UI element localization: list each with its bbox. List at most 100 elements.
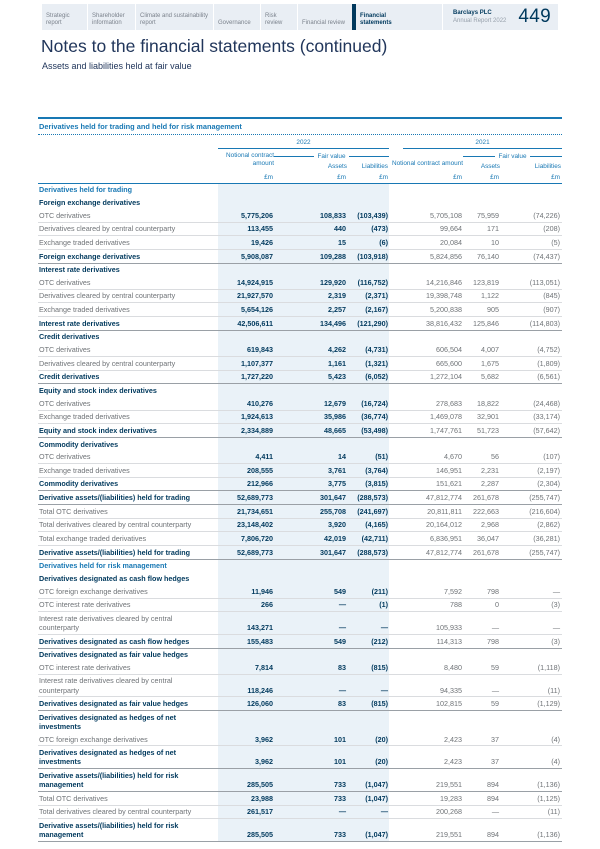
- row-label: Derivatives cleared by central counterpa…: [38, 222, 218, 237]
- nav-tab-governance[interactable]: Governance: [213, 4, 260, 30]
- value-cell: 59: [463, 661, 501, 675]
- page-title: Notes to the financial statements (conti…: [41, 36, 388, 56]
- page-number: 449: [518, 6, 551, 27]
- value-cell: (24,468): [500, 396, 563, 411]
- unit-label: £m: [274, 169, 347, 184]
- table-row-sub: Foreign exchange derivatives: [38, 196, 562, 209]
- table-title: Derivatives held for trading and held fo…: [38, 117, 562, 135]
- value-cell: (6): [347, 235, 390, 250]
- value-cell: 12,679: [274, 396, 347, 411]
- col-header-notional-2022: Notional contract amount: [226, 152, 274, 168]
- nav-tab-financial-review[interactable]: Financial review: [297, 4, 352, 30]
- value-cell: (211): [347, 584, 390, 599]
- value-cell: 15: [274, 235, 347, 250]
- value-cell: 440: [274, 222, 347, 237]
- nav-tab-shareholder-information[interactable]: Shareholder information: [87, 4, 135, 30]
- value-cell: [274, 330, 347, 344]
- value-cell: 3,920: [274, 518, 347, 533]
- value-cell: 222,663: [463, 504, 501, 519]
- value-cell: (116,752): [347, 276, 390, 290]
- value-cell: [274, 710, 347, 733]
- value-cell: (4,165): [347, 518, 390, 533]
- value-cell: —: [274, 674, 347, 698]
- value-cell: 19,283: [389, 791, 464, 806]
- value-cell: [389, 196, 463, 209]
- value-cell: (36,774): [347, 410, 390, 425]
- value-cell: —: [274, 611, 347, 635]
- value-cell: (845): [500, 289, 563, 304]
- page-subtitle: Assets and liabilities held at fair valu…: [42, 61, 192, 71]
- value-cell: (42,711): [347, 531, 390, 546]
- table-row-total: Derivatives designated as hedges of net …: [38, 745, 563, 770]
- value-cell: [347, 648, 390, 662]
- row-label: Interest rate derivatives cleared by cen…: [38, 674, 218, 698]
- row-label: Derivative assets/(liabilities) held for…: [38, 490, 218, 506]
- row-label: Total OTC derivatives: [38, 791, 218, 806]
- row-label: OTC foreign exchange derivatives: [38, 732, 218, 747]
- table-row-data: Exchange traded derivatives 1,924,613 35,9…: [38, 410, 563, 425]
- value-cell: 19,426: [218, 235, 274, 250]
- row-label: OTC derivatives: [38, 343, 218, 357]
- value-cell: 208,555: [218, 463, 274, 478]
- value-cell: (121,290): [347, 316, 390, 331]
- value-cell: [274, 263, 347, 277]
- value-cell: [500, 559, 562, 572]
- value-cell: [218, 263, 274, 277]
- nav-tab-strategic-report[interactable]: Strategic report: [42, 4, 87, 30]
- row-label: Derivatives designated as fair value hed…: [39, 650, 189, 660]
- value-cell: 0: [463, 598, 501, 613]
- value-cell: [274, 196, 347, 209]
- value-cell: 151,621: [389, 476, 464, 492]
- table-row-data: Exchange traded derivatives 19,426 15 (6) 20…: [38, 235, 563, 250]
- value-cell: 4,411: [218, 450, 274, 465]
- nav-tab-climate-sustainability[interactable]: Climate and sustainability report: [135, 4, 213, 30]
- value-cell: [463, 559, 500, 572]
- value-cell: 37: [463, 732, 501, 747]
- value-cell: 5,654,126: [218, 302, 274, 318]
- value-cell: [347, 196, 390, 209]
- value-cell: 47,812,774: [389, 490, 464, 506]
- nav-tab-label: Strategic report: [46, 12, 70, 26]
- value-cell: 1,122: [463, 289, 501, 304]
- value-cell: 47,812,774: [389, 544, 464, 560]
- value-cell: (288,573): [347, 490, 390, 506]
- value-cell: [218, 572, 274, 585]
- value-cell: 102,815: [389, 696, 464, 712]
- row-label: OTC derivatives: [38, 396, 218, 411]
- value-cell: —: [463, 674, 501, 698]
- value-cell: (1,047): [347, 791, 390, 806]
- value-cell: 109,288: [274, 248, 347, 264]
- value-cell: 99,664: [389, 222, 464, 237]
- value-cell: (20): [347, 745, 390, 770]
- value-cell: [274, 383, 347, 397]
- nav-tab-risk-review[interactable]: Risk review: [260, 4, 297, 30]
- value-cell: (1,118): [500, 661, 563, 675]
- value-cell: (2,167): [347, 302, 390, 318]
- nav-tab-financial-statements-active[interactable]: Financial statements: [352, 4, 413, 30]
- value-cell: [463, 196, 500, 209]
- table-row-data: Exchange traded derivatives 5,654,126 2,25…: [38, 302, 563, 318]
- value-cell: 52,689,773: [218, 544, 274, 560]
- value-cell: 6,836,951: [389, 531, 464, 546]
- value-cell: 11,946: [218, 584, 274, 599]
- value-cell: (4): [500, 745, 563, 770]
- value-cell: (255,747): [500, 544, 563, 560]
- value-cell: [389, 711, 463, 733]
- value-cell: (815): [347, 661, 390, 675]
- row-label: Total derivatives cleared by central cou…: [38, 518, 218, 533]
- value-cell: 798: [463, 584, 501, 599]
- nav-tab-label: Risk review: [265, 12, 283, 26]
- value-cell: [500, 384, 562, 397]
- table-row-data: OTC interest rate derivatives 266— (1) 788 0…: [38, 598, 563, 613]
- row-label: OTC interest rate derivatives: [38, 661, 218, 675]
- table-row-data: Total OTC derivatives 23,988 733 (1,047) 19,…: [38, 791, 563, 806]
- value-cell: 285,505: [218, 818, 274, 842]
- value-cell: [500, 648, 562, 661]
- row-label: Derivatives held for risk management: [39, 561, 167, 571]
- value-cell: [218, 559, 274, 573]
- value-cell: (1,047): [347, 768, 390, 792]
- table-row-data: OTC foreign exchange derivatives 3,962 101…: [38, 732, 563, 747]
- value-cell: 21,927,570: [218, 289, 274, 304]
- value-cell: (473): [347, 222, 390, 237]
- table-row-sub: Derivatives designated as fair value hed…: [38, 648, 562, 662]
